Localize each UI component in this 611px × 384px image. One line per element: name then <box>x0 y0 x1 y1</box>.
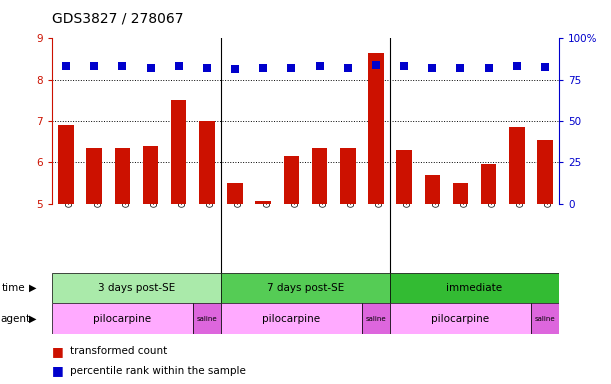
Text: GSM367546: GSM367546 <box>433 161 441 207</box>
Text: GSM367549: GSM367549 <box>489 161 497 207</box>
Point <box>89 63 99 70</box>
Point <box>202 65 212 71</box>
Text: pilocarpine: pilocarpine <box>93 314 152 324</box>
Bar <box>221 303 362 334</box>
Text: agent: agent <box>0 314 30 324</box>
Bar <box>52 273 221 303</box>
Text: GSM367534: GSM367534 <box>179 161 188 207</box>
Bar <box>397 150 412 204</box>
Text: GSM367528: GSM367528 <box>94 161 103 207</box>
Bar <box>52 303 193 334</box>
Point <box>230 66 240 72</box>
Text: GSM367718: GSM367718 <box>207 161 216 207</box>
Point <box>428 65 437 71</box>
Text: ▶: ▶ <box>29 314 37 324</box>
Bar <box>390 273 559 303</box>
Bar <box>509 127 525 204</box>
Text: GSM367539: GSM367539 <box>291 161 301 207</box>
Bar <box>193 303 221 334</box>
Text: transformed count: transformed count <box>70 346 167 356</box>
Bar <box>58 125 74 204</box>
Text: saline: saline <box>365 316 386 322</box>
Text: pilocarpine: pilocarpine <box>262 314 321 324</box>
Bar <box>340 148 356 204</box>
Text: GSM367548: GSM367548 <box>461 161 469 207</box>
Point <box>117 63 127 70</box>
Text: GSM367527: GSM367527 <box>66 161 75 207</box>
Text: immediate: immediate <box>447 283 503 293</box>
Text: saline: saline <box>535 316 555 322</box>
Text: GSM367719: GSM367719 <box>376 161 385 207</box>
Text: GSM367536: GSM367536 <box>235 161 244 207</box>
Text: GSM367540: GSM367540 <box>320 161 329 207</box>
Point <box>399 63 409 70</box>
Point <box>61 63 71 70</box>
Text: saline: saline <box>197 316 217 322</box>
Text: GSM367532: GSM367532 <box>150 161 159 207</box>
Bar <box>115 148 130 204</box>
Text: ■: ■ <box>52 364 64 377</box>
Bar <box>255 202 271 204</box>
Text: ▶: ▶ <box>29 283 37 293</box>
Point <box>540 64 550 70</box>
Bar <box>390 303 531 334</box>
Text: pilocarpine: pilocarpine <box>431 314 489 324</box>
Text: GSM367538: GSM367538 <box>263 161 273 207</box>
Text: GSM367545: GSM367545 <box>404 161 413 207</box>
Text: GSM367531: GSM367531 <box>122 161 131 207</box>
Bar <box>368 53 384 204</box>
Bar <box>221 273 390 303</box>
Bar <box>537 139 553 204</box>
Bar <box>362 303 390 334</box>
Text: ■: ■ <box>52 345 64 358</box>
Text: percentile rank within the sample: percentile rank within the sample <box>70 366 246 376</box>
Bar <box>312 148 327 204</box>
Bar <box>227 183 243 204</box>
Bar <box>481 164 496 204</box>
Text: GSM367551: GSM367551 <box>517 161 526 207</box>
Bar <box>143 146 158 204</box>
Point <box>371 62 381 68</box>
Text: GSM367721: GSM367721 <box>545 161 554 207</box>
Text: GSM367541: GSM367541 <box>348 161 357 207</box>
Point <box>174 63 184 69</box>
Point <box>484 65 494 71</box>
Text: 7 days post-SE: 7 days post-SE <box>267 283 344 293</box>
Bar <box>199 121 214 204</box>
Point <box>512 63 522 70</box>
Text: 3 days post-SE: 3 days post-SE <box>98 283 175 293</box>
Bar <box>284 156 299 204</box>
Bar <box>86 148 102 204</box>
Text: GDS3827 / 278067: GDS3827 / 278067 <box>52 12 183 25</box>
Point <box>145 65 155 71</box>
Point <box>315 63 324 70</box>
Bar <box>531 303 559 334</box>
Point <box>343 65 353 71</box>
Bar <box>425 175 440 204</box>
Point <box>287 65 296 71</box>
Text: time: time <box>1 283 25 293</box>
Point <box>258 65 268 71</box>
Bar <box>171 100 186 204</box>
Point <box>456 65 466 71</box>
Bar <box>453 183 468 204</box>
